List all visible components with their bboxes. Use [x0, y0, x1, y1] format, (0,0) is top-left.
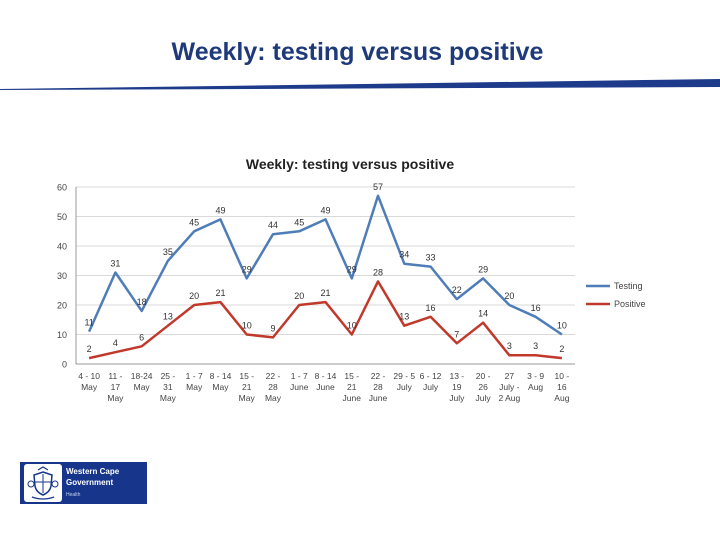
y-tick-label: 0 [62, 360, 67, 370]
logo-text-line2: Government [66, 478, 114, 487]
data-label-positive: 13 [163, 312, 173, 322]
legend: Testing Positive [586, 281, 646, 309]
data-label-positive: 13 [399, 312, 409, 322]
logo-text-line3: Health [66, 492, 81, 498]
x-tick-label: 11 -17 May [107, 371, 124, 403]
x-tick-label: 15 -21 June [343, 371, 362, 403]
x-axis-tick-labels: 4 - 10 May 11 -17 May 18-24 May 25 -31 May 1 - 7… [78, 371, 569, 403]
data-label-testing: 29 [347, 264, 357, 274]
data-label-positive: 4 [113, 338, 118, 348]
x-tick-label: 1 - 7 June [290, 371, 309, 392]
data-label-testing: 35 [163, 247, 173, 257]
data-label-testing: 18 [137, 297, 147, 307]
x-tick-label: 22 -28 June [369, 371, 388, 403]
y-tick-label: 30 [57, 271, 67, 281]
legend-label-testing: Testing [614, 281, 643, 291]
data-label-positive: 14 [478, 309, 488, 319]
x-tick-label: 15 -21 May [239, 371, 256, 403]
axes [75, 187, 575, 365]
x-tick-label: 13 -19 July [449, 371, 465, 403]
data-label-testing: 31 [110, 259, 120, 269]
legend-label-positive: Positive [614, 299, 646, 309]
x-tick-label: 18-24 May [131, 371, 153, 392]
x-tick-label: 3 - 9 Aug [527, 371, 544, 392]
data-label-positive: 20 [294, 291, 304, 301]
data-label-positive: 7 [454, 329, 459, 339]
x-tick-label: 22 -28 May [265, 371, 282, 403]
data-label-testing: 16 [531, 303, 541, 313]
data-label-positive: 16 [426, 303, 436, 313]
data-label-positive: 3 [507, 341, 512, 351]
slide-title: Weekly: testing versus positive [171, 38, 544, 66]
title-rule [0, 79, 720, 90]
series-line-positive [88, 280, 563, 360]
data-label-positive: 2 [87, 344, 92, 354]
data-label-positive: 9 [270, 323, 275, 333]
data-label-testing: 45 [189, 217, 199, 227]
series-line-testing [87, 194, 563, 336]
data-label-positive: 10 [347, 321, 357, 331]
data-label-testing: 57 [373, 182, 383, 192]
data-label-testing: 34 [399, 250, 409, 260]
data-label-testing: 33 [426, 253, 436, 263]
data-label-testing: 49 [215, 205, 225, 215]
y-tick-label: 40 [57, 242, 67, 252]
y-axis-tick-labels: 0 10 20 30 40 50 60 [57, 183, 67, 370]
data-label-testing: 29 [478, 264, 488, 274]
data-label-positive: 21 [215, 288, 225, 298]
x-tick-label: 20 -26 July [476, 371, 492, 403]
data-label-testing: 20 [504, 291, 514, 301]
data-label-positive: 3 [533, 341, 538, 351]
x-tick-label: 10 -16 Aug [554, 371, 569, 403]
logo-text-line1: Western Cape [66, 467, 120, 476]
data-label-positive: 28 [373, 267, 383, 277]
data-label-testing: 11 [84, 318, 93, 328]
data-label-testing: 44 [268, 220, 278, 230]
western-cape-government-logo: Western Cape Government Health [20, 462, 147, 504]
x-tick-label: 8 - 14 June [315, 371, 337, 392]
data-label-positive: 10 [242, 321, 252, 331]
x-tick-label: 6 - 12 July [420, 371, 442, 392]
data-label-testing: 29 [242, 264, 252, 274]
x-tick-label: 27 July -2 Aug [498, 371, 520, 403]
data-label-positive: 2 [559, 344, 564, 354]
x-tick-label: 25 -31 May [160, 371, 177, 403]
x-tick-label: 29 - 5 July [393, 371, 415, 392]
y-tick-label: 60 [57, 183, 67, 193]
y-tick-label: 10 [57, 330, 67, 340]
data-label-testing: 49 [320, 205, 330, 215]
data-label-testing: 22 [452, 285, 462, 295]
data-label-positive: 21 [320, 288, 330, 298]
x-tick-label: 1 - 7 May [186, 371, 203, 392]
x-tick-label: 8 - 14 May [210, 371, 232, 392]
line-chart: Weekly: testing versus positive 0 10 20 30 4… [57, 156, 646, 403]
coat-of-arms-icon [24, 464, 62, 502]
data-label-testing: 10 [557, 321, 567, 331]
data-label-positive: 6 [139, 332, 144, 342]
chart-title: Weekly: testing versus positive [246, 156, 454, 172]
y-tick-label: 20 [57, 301, 67, 311]
x-tick-label: 4 - 10 May [78, 371, 100, 392]
data-label-testing: 45 [294, 217, 304, 227]
data-label-positive: 20 [189, 291, 199, 301]
y-tick-label: 50 [57, 212, 67, 222]
